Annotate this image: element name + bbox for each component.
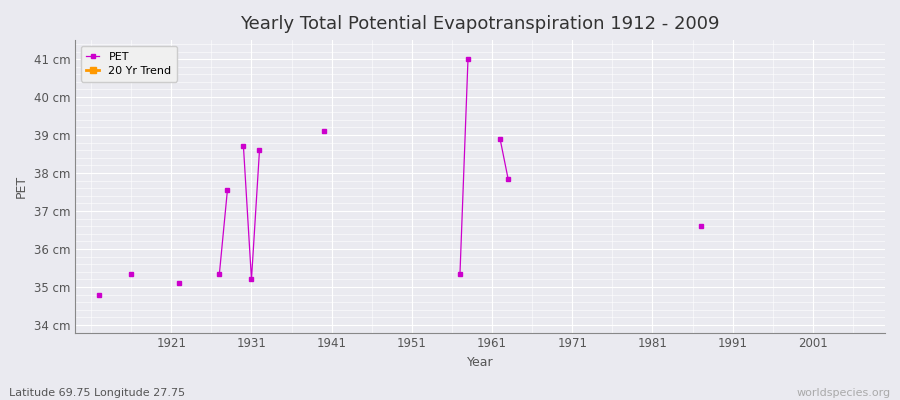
PET	[94, 292, 104, 297]
PET	[695, 224, 706, 229]
Title: Yearly Total Potential Evapotranspiration 1912 - 2009: Yearly Total Potential Evapotranspiratio…	[240, 15, 720, 33]
Line: PET: PET	[97, 57, 702, 296]
X-axis label: Year: Year	[467, 356, 493, 369]
Text: worldspecies.org: worldspecies.org	[796, 388, 891, 398]
Legend: PET, 20 Yr Trend: PET, 20 Yr Trend	[81, 46, 177, 82]
Y-axis label: PET: PET	[15, 175, 28, 198]
Text: Latitude 69.75 Longitude 27.75: Latitude 69.75 Longitude 27.75	[9, 388, 185, 398]
